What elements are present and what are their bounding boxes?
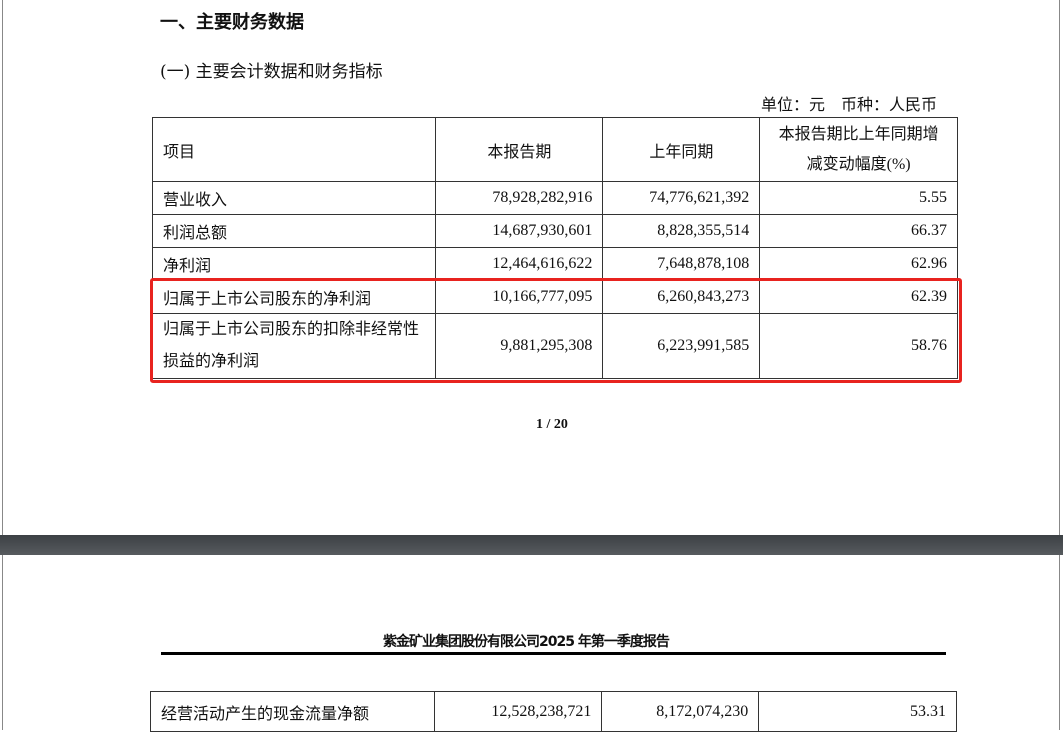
section-title: 一、主要财务数据 (160, 12, 304, 33)
row-label: 经营活动产生的现金流量净额 (149, 691, 436, 732)
cell-change: 66.37 (759, 214, 958, 248)
header-change-pct: 本报告期比上年同期增减变动幅度(%) (759, 117, 958, 182)
unit-note: 单位：元 币种：人民币 (760, 95, 937, 114)
table-row: 经营活动产生的现金流量净额 12,528,238,721 8,172,074,2… (149, 691, 957, 732)
header-item: 项目 (151, 117, 437, 182)
cell-current: 12,528,238,721 (434, 691, 603, 732)
cell-current: 14,687,930,601 (435, 214, 604, 248)
row-label: 利润总额 (151, 214, 437, 248)
financial-data-table: 项目 本报告期 上年同期 本报告期比上年同期增减变动幅度(%) 营业收入 78,… (151, 117, 958, 379)
subsection-title: (一) 主要会计数据和财务指标 (160, 62, 383, 82)
header-rule (161, 652, 946, 655)
row-label: 净利润 (151, 247, 437, 281)
cell-prior: 6,260,843,273 (602, 280, 761, 314)
cell-change: 53.31 (758, 691, 957, 732)
cell-change: 62.96 (759, 247, 958, 281)
table-row: 利润总额 14,687,930,601 8,828,355,514 66.37 (151, 214, 958, 248)
row-label: 归属于上市公司股东的扣除非经常性损益的净利润 (151, 313, 437, 379)
page-number: 1 / 20 (536, 417, 568, 432)
cell-prior: 74,776,621,392 (602, 181, 761, 215)
financial-data-table-continued: 经营活动产生的现金流量净额 12,528,238,721 8,172,074,2… (149, 691, 957, 732)
row-label: 营业收入 (151, 181, 437, 215)
header-current-period: 本报告期 (435, 117, 604, 182)
highlight-box (150, 278, 962, 383)
table-row: 归属于上市公司股东的扣除非经常性损益的净利润 9,881,295,308 6,2… (151, 313, 958, 379)
table-row: 归属于上市公司股东的净利润 10,166,777,095 6,260,843,2… (151, 280, 958, 314)
cell-change: 62.39 (759, 280, 958, 314)
cell-change: 5.55 (759, 181, 958, 215)
header-prior-year: 上年同期 (602, 117, 761, 182)
cell-change: 58.76 (759, 313, 958, 379)
cell-current: 78,928,282,916 (435, 181, 604, 215)
page-separator (0, 535, 1063, 555)
table-header-row: 项目 本报告期 上年同期 本报告期比上年同期增减变动幅度(%) (151, 117, 958, 182)
row-label: 归属于上市公司股东的净利润 (151, 280, 437, 314)
cell-prior: 8,172,074,230 (601, 691, 760, 732)
cell-current: 12,464,616,622 (435, 247, 604, 281)
cell-prior: 8,828,355,514 (602, 214, 761, 248)
cell-current: 9,881,295,308 (435, 313, 604, 379)
cell-prior: 6,223,991,585 (602, 313, 761, 379)
table-row: 营业收入 78,928,282,916 74,776,621,392 5.55 (151, 181, 958, 215)
table-row: 净利润 12,464,616,622 7,648,878,108 62.96 (151, 247, 958, 281)
report-header-title: 紫金矿业集团股份有限公司2025 年第一季度报告 (383, 634, 670, 650)
cell-prior: 7,648,878,108 (602, 247, 761, 281)
